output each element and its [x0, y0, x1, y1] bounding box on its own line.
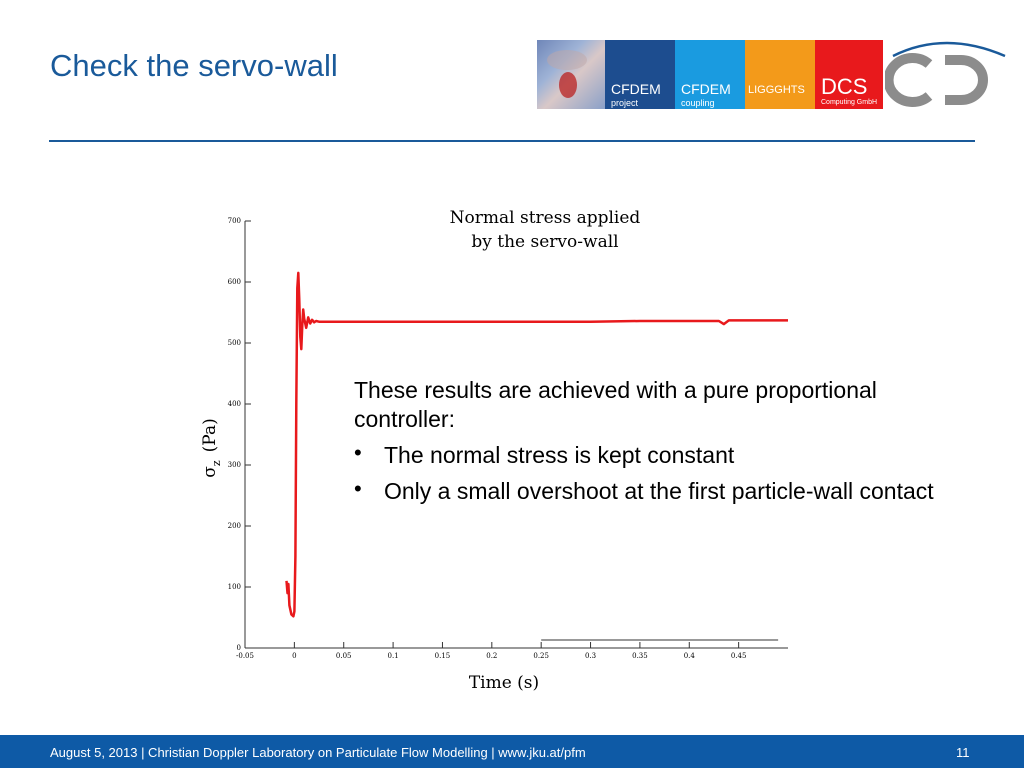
footer-text: August 5, 2013 | Christian Doppler Labor…: [50, 745, 586, 760]
x-tick-label: 0.25: [533, 652, 549, 660]
page-number: 11: [956, 745, 970, 760]
x-tick-label: 0.05: [336, 652, 352, 660]
callout-bullet-1: • The normal stress is kept constant: [354, 440, 954, 470]
x-tick-label: -0.05: [236, 652, 254, 660]
y-tick-label: 0: [237, 644, 241, 652]
x-tick-label: 0: [292, 652, 296, 660]
x-axis-label: Time (s): [469, 673, 539, 693]
cfdem-project-logo: CFDEM project: [605, 40, 675, 109]
callout-bullet-2-text: Only a small overshoot at the first part…: [384, 478, 934, 504]
x-tick-label: 0.4: [684, 652, 696, 660]
y-tick-label: 400: [228, 400, 241, 408]
x-tick-label: 0.3: [585, 652, 596, 660]
title-divider: [49, 140, 975, 142]
cfdem-coupling-name: CFDEM: [681, 81, 731, 97]
x-tick-label: 0.1: [388, 652, 399, 660]
bullet-icon: •: [354, 476, 362, 501]
slide-title: Check the servo-wall: [50, 48, 338, 83]
x-tick-label: 0.2: [486, 652, 497, 660]
y-tick-label: 500: [228, 339, 241, 347]
particle-simulation-image: [537, 40, 605, 109]
y-tick-label: 600: [228, 278, 241, 286]
callout-bullet-2: • Only a small overshoot at the first par…: [354, 476, 954, 506]
results-callout: These results are achieved with a pure p…: [354, 376, 954, 513]
callout-intro: These results are achieved with a pure p…: [354, 377, 877, 432]
dcs-logo: DCS Computing GmbH: [815, 40, 883, 109]
cfdem-coupling-sub: coupling: [681, 98, 715, 108]
callout-bullet-1-text: The normal stress is kept constant: [384, 442, 735, 468]
cfdem-coupling-logo: CFDEM coupling: [675, 40, 745, 109]
cfdem-project-name: CFDEM: [611, 81, 661, 97]
y-tick-label: 100: [228, 583, 241, 591]
liggghts-name: LIGGGHTS: [748, 84, 805, 96]
chart-title-line-1: Normal stress applied: [450, 208, 641, 228]
stress-series-line: [285, 271, 788, 618]
y-tick-label: 700: [228, 217, 241, 225]
logo-strip: CFDEM project CFDEM coupling LIGGGHTS DC…: [537, 40, 883, 109]
dcs-name: DCS: [821, 74, 868, 99]
y-tick-label: 300: [228, 461, 241, 469]
cd-lab-logo: [885, 41, 1006, 107]
callout-bullet-list: • The normal stress is kept constant • Onl…: [354, 440, 954, 506]
bullet-icon: •: [354, 440, 362, 465]
liggghts-logo: LIGGGHTS: [745, 40, 815, 109]
dcs-sub: Computing GmbH: [821, 99, 878, 106]
cfdem-project-sub: project: [611, 98, 639, 108]
x-tick-label: 0.15: [435, 652, 451, 660]
y-axis-label-symbol: σ: [200, 466, 220, 478]
footer-bar: August 5, 2013 | Christian Doppler Labor…: [0, 735, 1024, 768]
y-tick-label: 200: [228, 522, 241, 530]
x-tick-label: 0.35: [632, 652, 648, 660]
y-axis-label-subscript: z: [210, 460, 223, 466]
y-axis-label-unit: (Pa): [200, 418, 220, 452]
y-axis-label: σz (Pa): [200, 418, 223, 477]
x-tick-label: 0.45: [731, 652, 747, 660]
chart-title-line-2: by the servo-wall: [471, 232, 618, 252]
